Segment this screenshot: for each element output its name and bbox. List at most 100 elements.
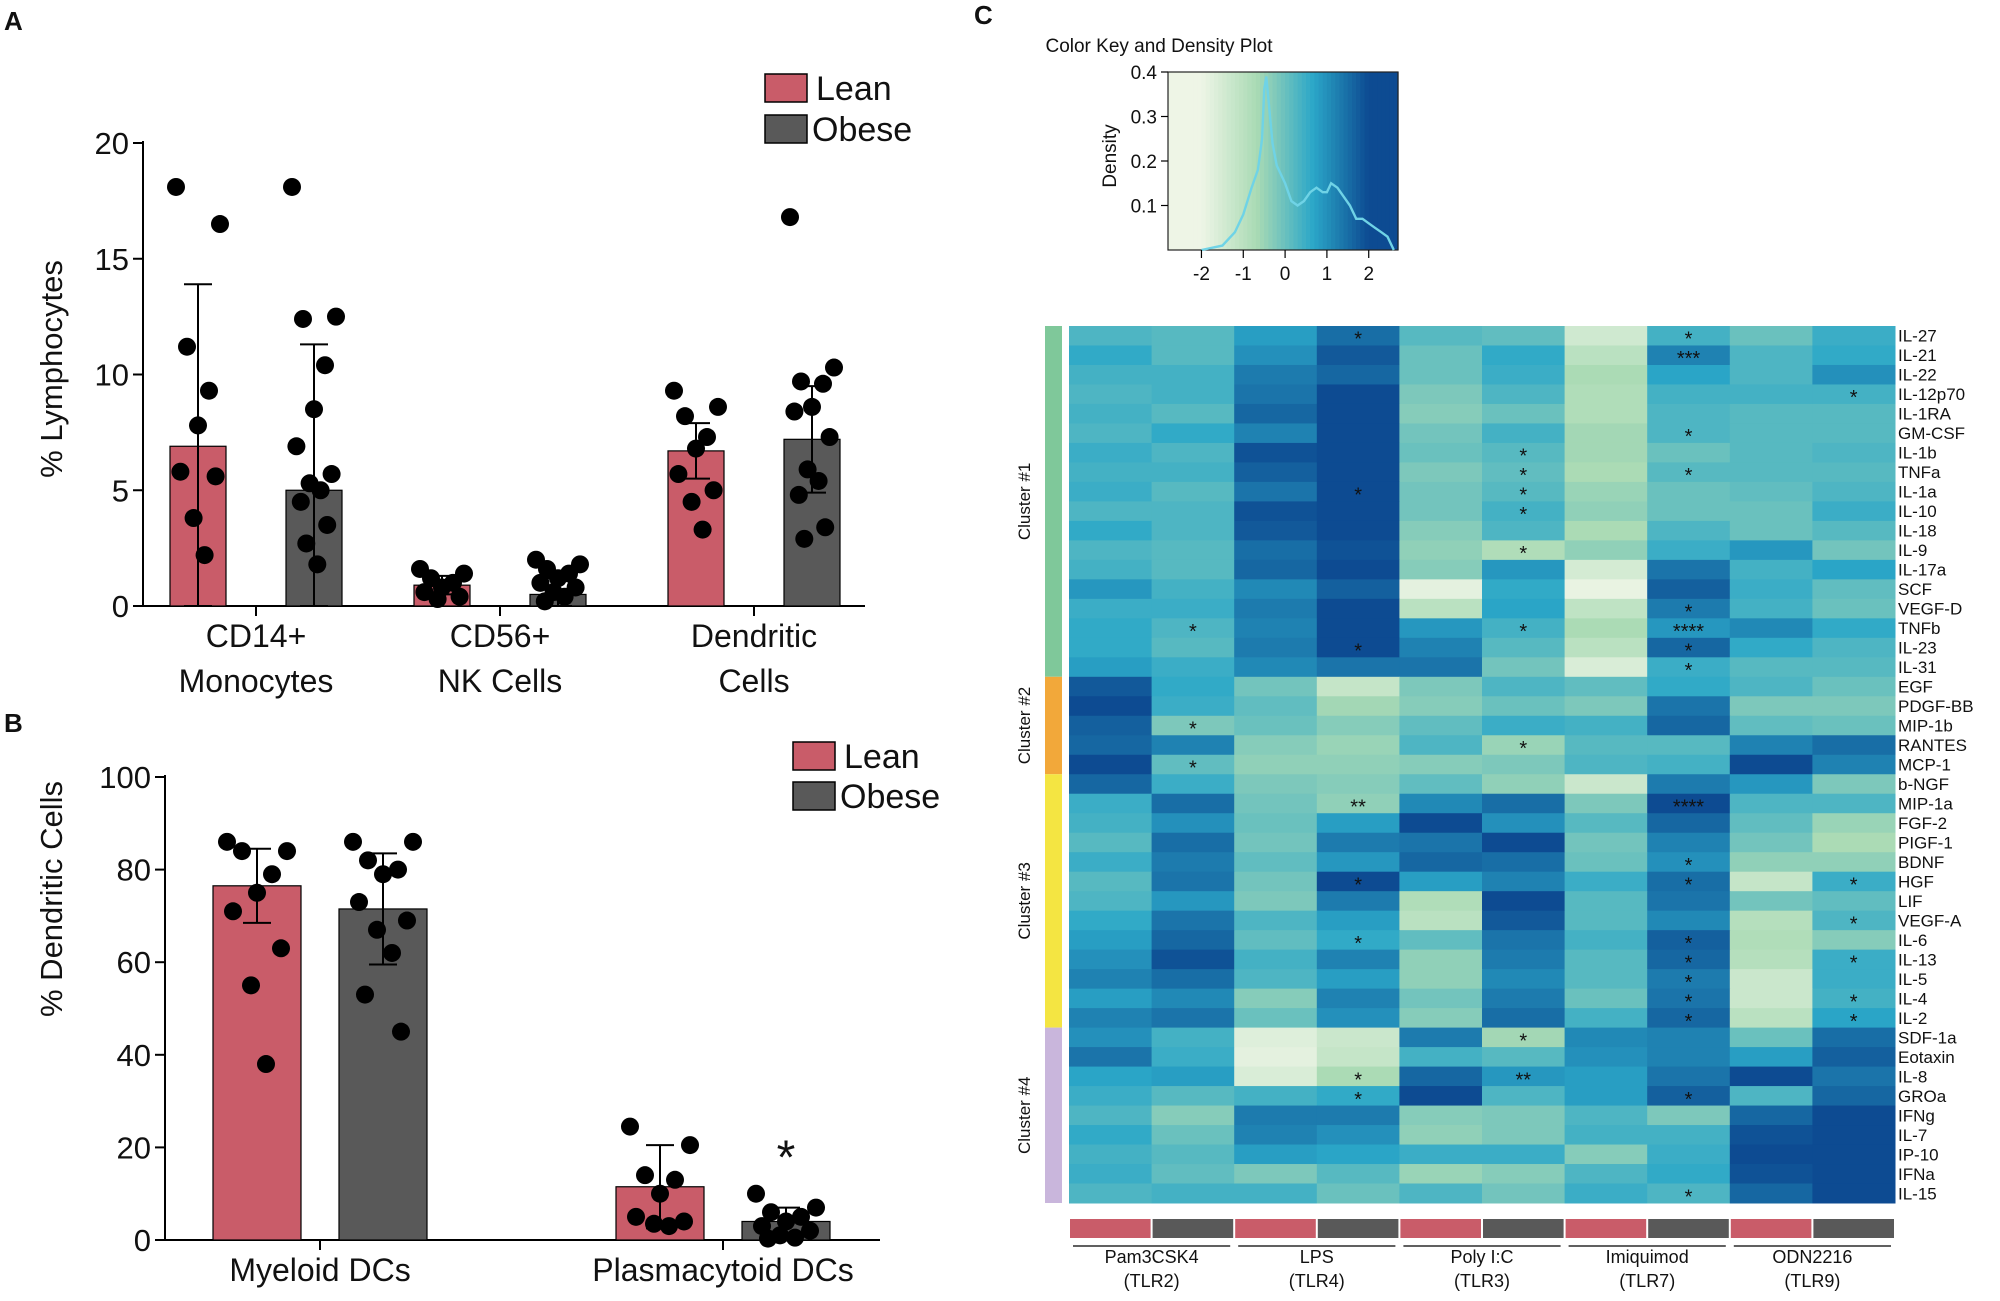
significance-marker: *: [1685, 660, 1693, 682]
column-group-sublabel: (TLR9): [1784, 1271, 1840, 1291]
heatmap-cell: [1647, 520, 1731, 541]
heatmap-cell: [1564, 969, 1648, 990]
heatmap-cell: [1812, 540, 1896, 561]
cluster-label: Cluster #4: [1015, 1077, 1034, 1154]
heatmap-cell: [1564, 657, 1648, 678]
heatmap-cell: [1316, 1164, 1400, 1185]
heatmap-cell: [1069, 871, 1153, 892]
heatmap-cell: [1564, 540, 1648, 561]
data-point: [786, 1228, 804, 1247]
row-label: IL-13: [1898, 950, 1937, 969]
heatmap-cell: [1399, 1047, 1483, 1068]
heatmap-cell: [1647, 1164, 1731, 1185]
y-tick-label: 60: [117, 945, 151, 980]
density-y-tick-label: 0.4: [1131, 63, 1158, 84]
condition-strip-obese: [1317, 1219, 1399, 1238]
color-key-segment: [1381, 72, 1387, 250]
heatmap-cell: [1482, 618, 1566, 639]
heatmap-cell: [1151, 1008, 1235, 1029]
heatmap-cell: [1482, 754, 1566, 775]
heatmap-cell: [1151, 1105, 1235, 1126]
heatmap-cell: [1729, 520, 1813, 541]
heatmap-cell: [1482, 423, 1566, 444]
color-key-segment: [1306, 72, 1311, 250]
bar-lean: [212, 885, 302, 1241]
heatmap-cell: [1069, 540, 1153, 561]
significance-marker: *: [1685, 952, 1693, 974]
heatmap-cell: [1564, 618, 1648, 639]
y-tick-label: 0: [134, 1223, 151, 1258]
row-label: IL-6: [1898, 931, 1927, 950]
heatmap-cell: [1234, 754, 1318, 775]
data-point: [257, 1055, 275, 1074]
heatmap-cell: [1812, 1047, 1896, 1068]
significance-marker: *: [1519, 738, 1527, 760]
condition-strip-lean: [1070, 1219, 1151, 1238]
significance-marker: *: [1850, 991, 1858, 1013]
heatmap-cell: [1564, 774, 1648, 795]
data-point: [428, 590, 447, 609]
heatmap-cell: [1069, 1105, 1153, 1126]
heatmap-cell: [1234, 813, 1318, 834]
significance-marker: *: [1189, 758, 1197, 780]
color-key-segment: [1234, 72, 1240, 250]
heatmap-cell: [1316, 735, 1400, 756]
heatmap-cell: [1399, 930, 1483, 951]
data-point: [167, 177, 185, 196]
heatmap-cell: [1316, 871, 1400, 892]
data-point: [651, 1184, 669, 1203]
panel-a-y-axis-label: % Lymphocytes: [34, 260, 69, 478]
data-point: [535, 592, 554, 611]
color-key-segment: [1184, 72, 1190, 250]
heatmap-cell: [1564, 501, 1648, 522]
heatmap-cell: [1151, 793, 1235, 814]
heatmap-cell: [1069, 793, 1153, 814]
heatmap-cell: [1564, 891, 1648, 912]
cluster-label: Cluster #2: [1015, 687, 1034, 764]
heatmap-cell: [1234, 481, 1318, 502]
heatmap-cell: [1151, 637, 1235, 658]
significance-marker: *: [1685, 1186, 1693, 1208]
heatmap-cell: [1069, 1125, 1153, 1146]
heatmap-cell: [1647, 676, 1731, 697]
data-point: [294, 309, 312, 328]
heatmap-cell: [1482, 657, 1566, 678]
heatmap-cell: [1812, 423, 1896, 444]
heatmap-cell: [1729, 384, 1813, 405]
color-key-segment: [1343, 72, 1349, 250]
heatmap-cell: [1399, 384, 1483, 405]
density-plot: 0.1 0.2 0.3 0.4 -2 -1 0 1 2: [1131, 63, 1399, 285]
heatmap-cell: [1564, 326, 1648, 346]
heatmap-cell: [1069, 715, 1153, 736]
heatmap-cell: [1647, 754, 1731, 775]
heatmap-cell: [1812, 403, 1896, 424]
heatmap-cell: [1482, 442, 1566, 463]
condition-strip-obese: [1483, 1219, 1564, 1238]
heatmap-cell: [1069, 1164, 1153, 1185]
heatmap-cell: [1151, 774, 1235, 795]
heatmap-cell: [1399, 988, 1483, 1009]
heatmap-cell: [1234, 988, 1318, 1009]
data-point: [816, 518, 835, 537]
heatmap-cell: [1564, 1027, 1648, 1048]
heatmap-cell: [1812, 949, 1896, 970]
data-point: [356, 985, 374, 1004]
heatmap-cell: [1564, 696, 1648, 717]
data-point: [316, 356, 334, 375]
heatmap-cell: [1234, 520, 1318, 541]
data-point: [311, 481, 330, 500]
heatmap-cell: [1729, 1066, 1813, 1087]
heatmap-cell: [1316, 559, 1400, 580]
heatmap-cell: [1729, 676, 1813, 697]
heatmap-cell: [1234, 832, 1318, 853]
heatmap-cell: [1316, 501, 1400, 522]
density-y-tick-label: 0.3: [1131, 108, 1157, 129]
heatmap-cell: [1234, 442, 1318, 463]
heatmap-cell: [1812, 774, 1896, 795]
heatmap-cell: [1564, 384, 1648, 405]
heatmap-cell: [1564, 910, 1648, 931]
heatmap-cell: [1069, 520, 1153, 541]
heatmap-cell: [1729, 540, 1813, 561]
data-point: [762, 1203, 780, 1222]
row-label: IL-7: [1898, 1126, 1927, 1145]
